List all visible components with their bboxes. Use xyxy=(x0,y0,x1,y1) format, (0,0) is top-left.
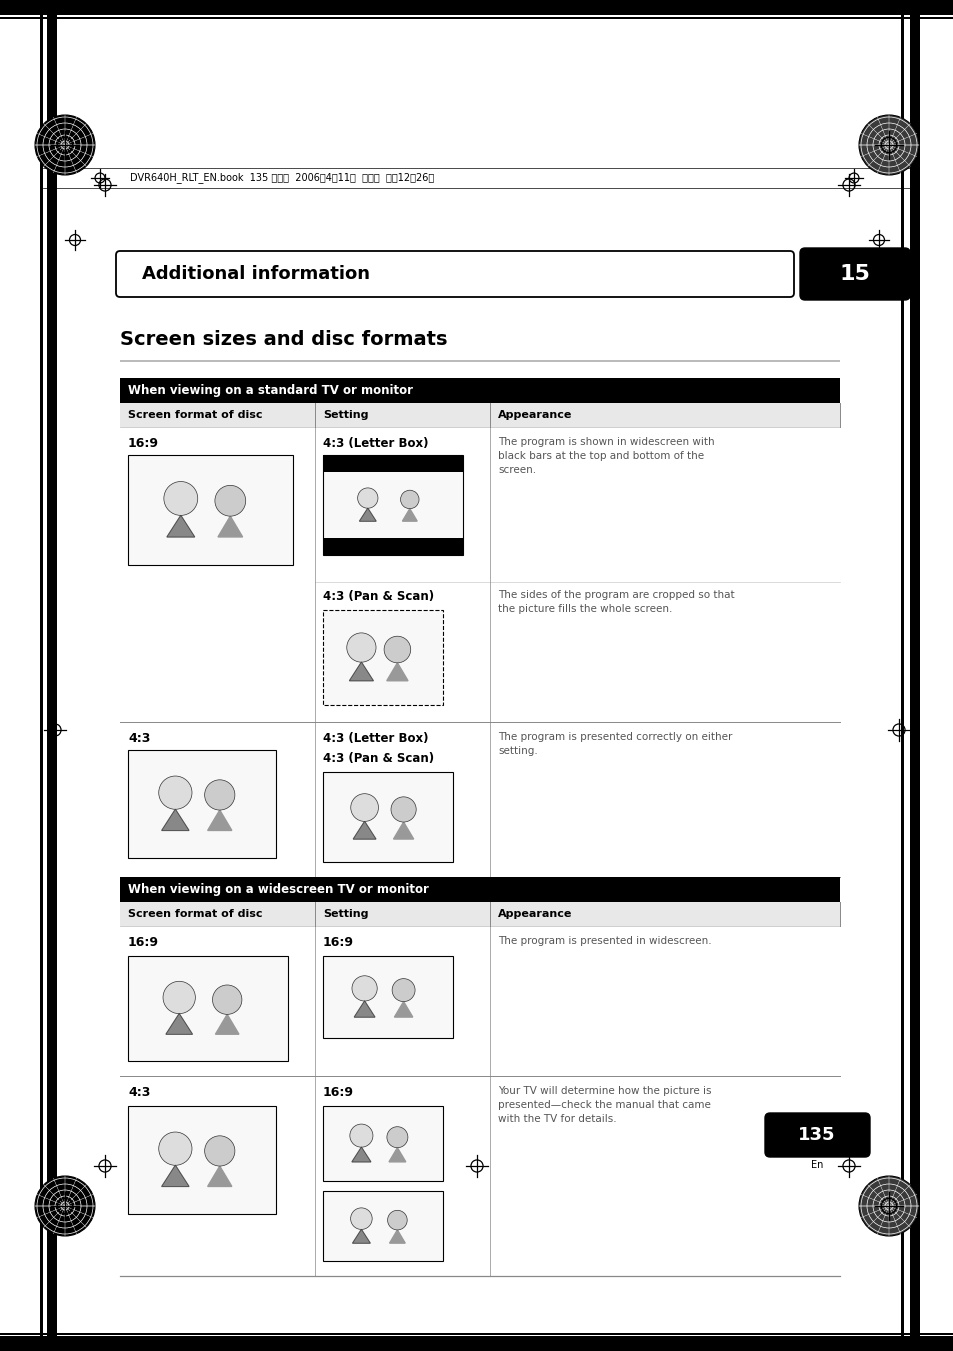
Circle shape xyxy=(35,115,95,176)
Bar xyxy=(120,403,840,427)
Text: 16:9: 16:9 xyxy=(128,436,159,450)
Circle shape xyxy=(158,775,192,809)
Bar xyxy=(0,1336,953,1351)
Text: 4:3 (Pan & Scan): 4:3 (Pan & Scan) xyxy=(323,590,434,603)
Bar xyxy=(323,455,462,471)
Polygon shape xyxy=(386,663,408,681)
Text: The program is presented correctly on either
setting.: The program is presented correctly on ei… xyxy=(497,732,732,757)
Polygon shape xyxy=(162,809,189,831)
Text: When viewing on a widescreen TV or monitor: When viewing on a widescreen TV or monit… xyxy=(128,884,429,896)
Circle shape xyxy=(858,1175,918,1236)
Circle shape xyxy=(400,490,418,509)
Polygon shape xyxy=(166,1013,193,1035)
Bar xyxy=(47,0,57,1351)
Circle shape xyxy=(352,975,376,1001)
Circle shape xyxy=(346,632,375,662)
Circle shape xyxy=(357,488,377,508)
FancyBboxPatch shape xyxy=(764,1113,869,1156)
Text: 16:9: 16:9 xyxy=(323,936,354,948)
Polygon shape xyxy=(394,1001,413,1017)
Circle shape xyxy=(387,1127,408,1148)
Polygon shape xyxy=(162,1166,189,1186)
Bar xyxy=(323,455,462,555)
Text: Setting: Setting xyxy=(323,909,368,919)
Polygon shape xyxy=(389,1229,405,1243)
Circle shape xyxy=(205,1136,234,1166)
Circle shape xyxy=(164,481,197,515)
Bar xyxy=(323,771,453,862)
Bar xyxy=(120,877,840,902)
Polygon shape xyxy=(353,1229,370,1243)
Polygon shape xyxy=(352,1147,371,1162)
Bar xyxy=(323,611,442,705)
Circle shape xyxy=(351,1208,372,1229)
Polygon shape xyxy=(208,1166,232,1186)
Bar xyxy=(323,1106,442,1181)
Bar xyxy=(0,18,953,19)
Bar xyxy=(120,359,840,362)
Text: 15: 15 xyxy=(839,263,869,284)
Text: 4:3: 4:3 xyxy=(128,1086,151,1098)
Text: 4:3: 4:3 xyxy=(128,732,151,744)
Text: Additional information: Additional information xyxy=(142,265,370,282)
Text: When viewing on a standard TV or monitor: When viewing on a standard TV or monitor xyxy=(128,384,413,397)
Bar xyxy=(909,0,919,1351)
Polygon shape xyxy=(402,509,416,521)
Text: 16:9: 16:9 xyxy=(323,1086,354,1098)
Bar xyxy=(323,538,462,555)
Polygon shape xyxy=(353,821,375,839)
Polygon shape xyxy=(393,821,414,839)
Circle shape xyxy=(351,793,378,821)
Text: The sides of the program are cropped so that
the picture fills the whole screen.: The sides of the program are cropped so … xyxy=(497,590,734,613)
Bar xyxy=(0,0,953,15)
Text: Setting: Setting xyxy=(323,409,368,420)
Bar xyxy=(128,455,293,565)
Polygon shape xyxy=(389,1148,405,1162)
Text: Screen sizes and disc formats: Screen sizes and disc formats xyxy=(120,330,447,349)
Text: DVR640H_RLT_EN.book  135 ページ  2006年4月11日  火曜日  午後12時26分: DVR640H_RLT_EN.book 135 ページ 2006年4月11日 火… xyxy=(130,173,434,184)
Text: 4:3 (Letter Box): 4:3 (Letter Box) xyxy=(323,436,428,450)
Text: The program is presented in widescreen.: The program is presented in widescreen. xyxy=(497,936,711,946)
Circle shape xyxy=(392,978,415,1001)
Circle shape xyxy=(35,1175,95,1236)
Text: Your TV will determine how the picture is
presented—check the manual that came
w: Your TV will determine how the picture i… xyxy=(497,1086,711,1124)
Circle shape xyxy=(163,981,195,1013)
Text: 16:9: 16:9 xyxy=(128,936,159,948)
Circle shape xyxy=(384,636,411,663)
Bar xyxy=(128,957,288,1061)
Circle shape xyxy=(387,1210,407,1229)
Text: Screen format of disc: Screen format of disc xyxy=(128,409,262,420)
Polygon shape xyxy=(359,508,375,521)
Circle shape xyxy=(205,780,234,811)
Circle shape xyxy=(858,115,918,176)
Circle shape xyxy=(213,985,242,1015)
Polygon shape xyxy=(217,516,242,536)
Polygon shape xyxy=(215,1015,238,1035)
Circle shape xyxy=(158,1132,192,1166)
Bar xyxy=(323,1192,442,1260)
Polygon shape xyxy=(354,1001,375,1017)
Polygon shape xyxy=(208,811,232,831)
Polygon shape xyxy=(167,515,194,536)
Text: 135: 135 xyxy=(798,1125,835,1144)
FancyBboxPatch shape xyxy=(800,249,909,300)
Bar xyxy=(128,750,275,858)
Polygon shape xyxy=(349,662,373,681)
Circle shape xyxy=(214,485,246,516)
Text: Screen format of disc: Screen format of disc xyxy=(128,909,262,919)
Bar xyxy=(120,378,840,403)
Text: Appearance: Appearance xyxy=(497,409,572,420)
Circle shape xyxy=(391,797,416,821)
Text: 4:3 (Letter Box)
4:3 (Pan & Scan): 4:3 (Letter Box) 4:3 (Pan & Scan) xyxy=(323,732,434,765)
Bar xyxy=(120,902,840,925)
Bar xyxy=(900,0,903,1351)
Bar xyxy=(128,1106,275,1215)
Bar xyxy=(40,0,43,1351)
Circle shape xyxy=(350,1124,373,1147)
Text: Appearance: Appearance xyxy=(497,909,572,919)
Text: The program is shown in widescreen with
black bars at the top and bottom of the
: The program is shown in widescreen with … xyxy=(497,436,714,476)
Bar xyxy=(0,1333,953,1335)
Text: En: En xyxy=(810,1161,822,1170)
Bar xyxy=(323,957,453,1038)
